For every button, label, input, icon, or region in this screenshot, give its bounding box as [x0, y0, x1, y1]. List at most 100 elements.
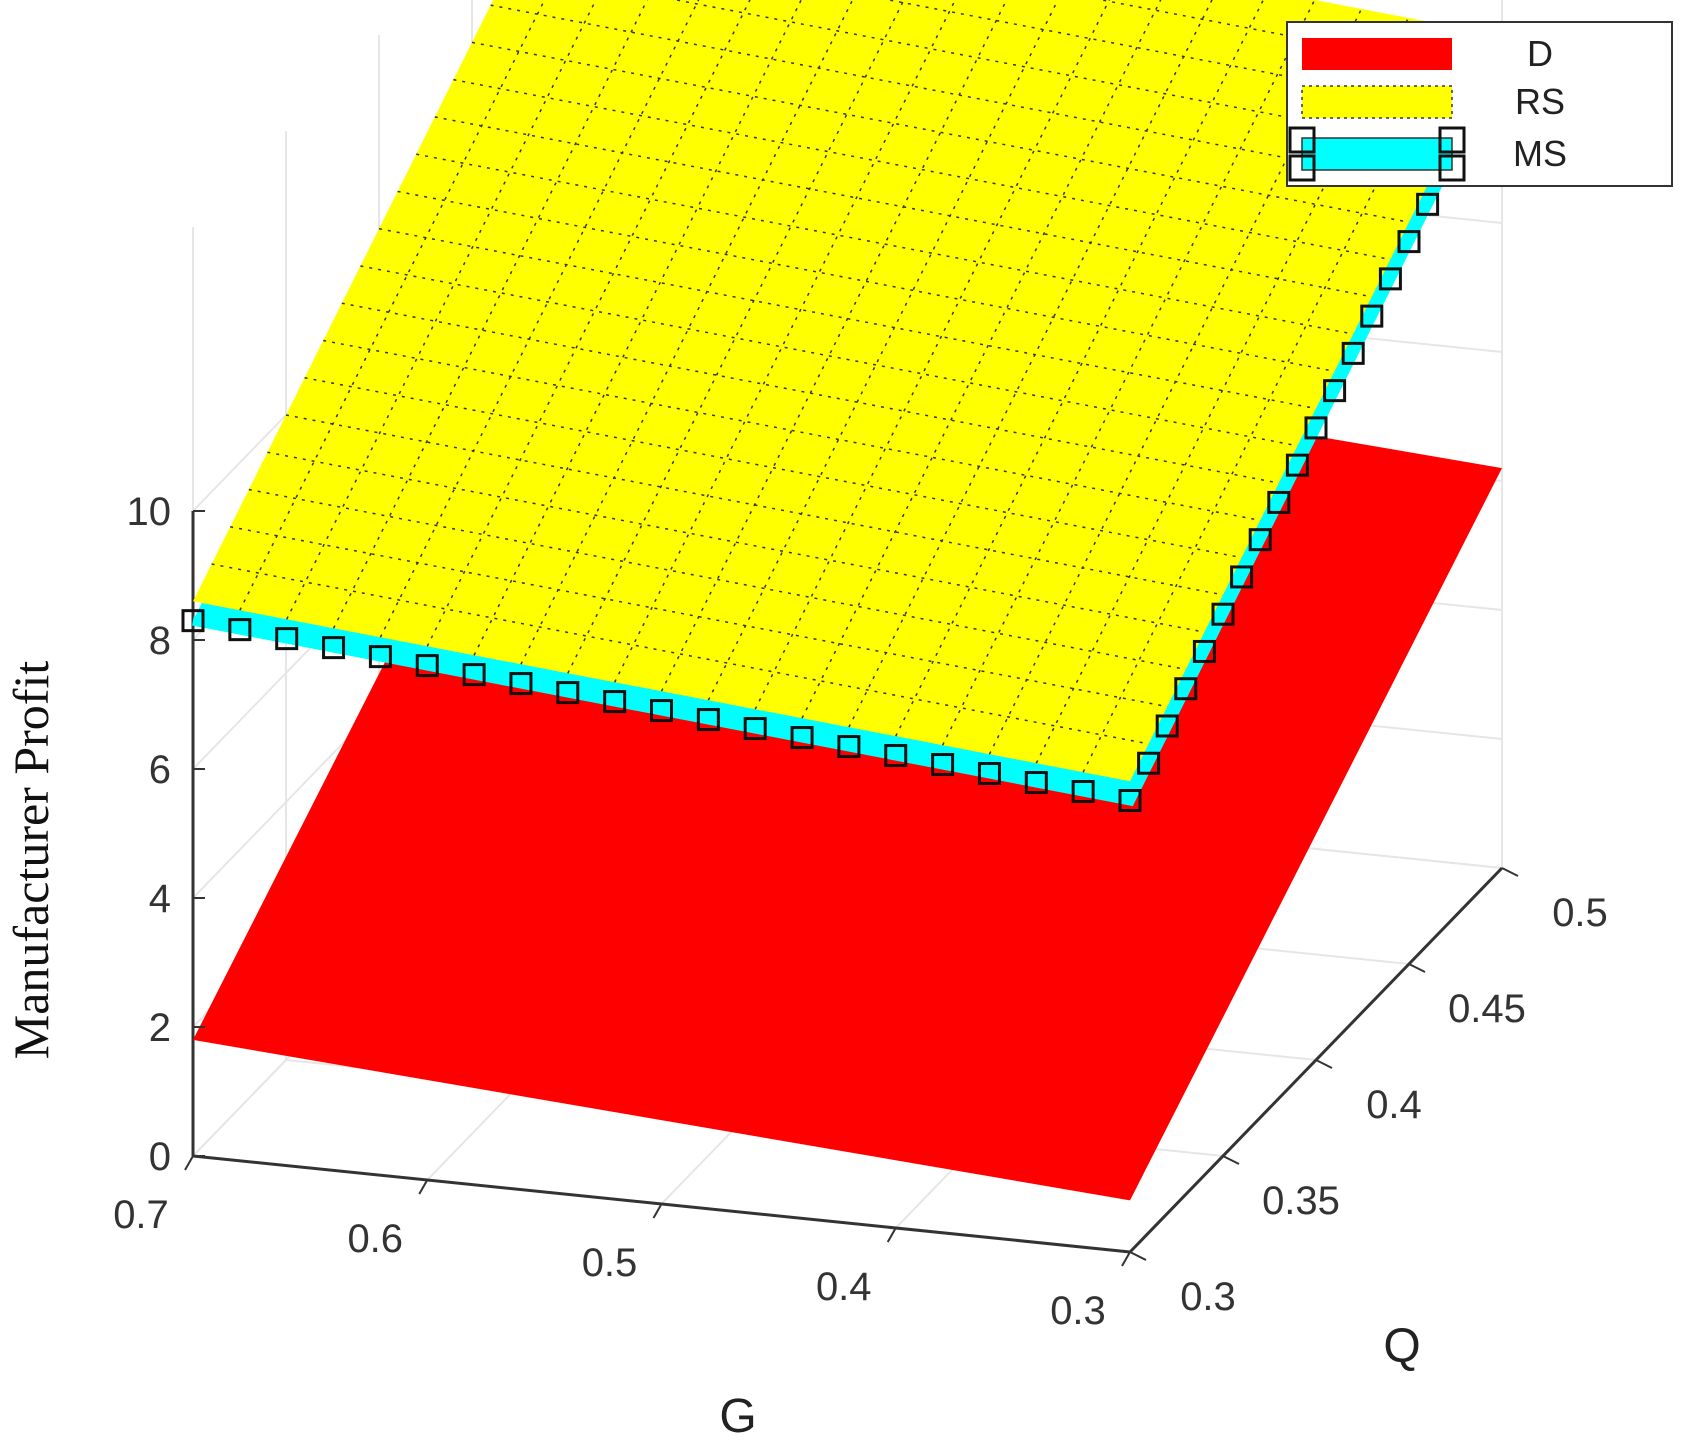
ms-marker: [696, 708, 720, 732]
legend-swatch-rs: [1301, 85, 1453, 119]
x-tick-mark: [184, 1155, 194, 1171]
legend-marker-ms-right: [1438, 126, 1466, 154]
rs-mesh-line-q: [453, 78, 1391, 261]
ms-marker: [1323, 379, 1347, 403]
ms-marker: [790, 726, 814, 750]
ms-marker: [650, 699, 673, 723]
rs-mesh-line-q: [378, 227, 1317, 410]
ms-marker: [228, 618, 252, 642]
ms-marker: [884, 744, 908, 768]
legend-swatch-d: [1302, 38, 1452, 70]
rs-mesh-line-g: [707, 0, 1059, 701]
ms-marker: [977, 762, 1001, 786]
legend-marker-ms-left-2: [1288, 154, 1316, 182]
ms-marker: [368, 645, 392, 669]
rs-mesh-line-g: [473, 0, 803, 656]
z-axis-label: Manufacturer Profit: [3, 661, 59, 1060]
ms-marker: [322, 636, 346, 660]
ms-marker: [837, 735, 861, 759]
ms-marker: [509, 672, 533, 696]
ms-edge-band: [192, 53, 1507, 807]
rs-mesh-line-q: [416, 153, 1354, 335]
y-tick-label: 0.45: [1448, 987, 1526, 1031]
rs-mesh-line-q: [267, 451, 1205, 633]
y-tick-label: 0.5: [1552, 891, 1608, 935]
ms-marker: [1024, 771, 1048, 795]
z-tick-label: 4: [149, 877, 171, 921]
ms-marker: [1378, 267, 1402, 291]
rs-mesh-line-q: [434, 116, 1372, 298]
legend-label-rs: RS: [1515, 81, 1565, 122]
ms-marker: [603, 690, 627, 714]
rs-mesh-line-g: [332, 0, 649, 629]
rs-mesh-line-q: [397, 190, 1335, 373]
ms-marker: [1304, 416, 1328, 440]
x-axis-label: G: [719, 1390, 756, 1440]
y-tick-label: 0.3: [1180, 1275, 1236, 1319]
rs-mesh-line-q: [248, 488, 1186, 671]
rs-mesh-line-g: [567, 0, 905, 674]
z-tick-label: 2: [149, 1006, 171, 1050]
rs-mesh-line-g: [613, 0, 957, 683]
rs-mesh-line-g: [848, 0, 1213, 728]
y-tick-mark: [1315, 1059, 1333, 1069]
ms-marker: [1397, 230, 1421, 254]
x-tick-mark: [418, 1179, 429, 1195]
ms-marker: [1155, 714, 1179, 738]
ms-marker: [1230, 565, 1254, 589]
ms-marker: [1071, 780, 1095, 804]
ms-marker: [556, 681, 580, 705]
rs-mesh-line-q: [490, 4, 1428, 186]
legend: D RS MS: [1286, 21, 1673, 187]
z-tick-label: 0: [149, 1135, 171, 1179]
legend-marker-ms-left: [1288, 126, 1316, 154]
rs-mesh-line-g: [895, 0, 1265, 737]
x-tick-mark: [886, 1227, 897, 1243]
x-tick-label: 0.3: [1050, 1289, 1106, 1333]
rs-mesh-line-q: [304, 377, 1242, 559]
rs-mesh-line-g: [754, 0, 1111, 710]
ms-marker: [1118, 789, 1142, 812]
rs-mesh-line-q: [211, 563, 1149, 745]
legend-marker-ms-right-2: [1438, 154, 1466, 182]
ms-marker: [1285, 453, 1309, 477]
ms-marker: [1416, 192, 1440, 216]
x-tick-mark: [652, 1203, 663, 1219]
rs-mesh-line-q: [471, 41, 1410, 223]
x-tick-label: 0.4: [816, 1265, 872, 1309]
x-tick-mark: [1121, 1251, 1131, 1267]
y-axis-label: Q: [1383, 1320, 1420, 1373]
y-tick-label: 0.4: [1366, 1083, 1422, 1127]
rs-mesh-line-q: [885, 0, 1465, 112]
y-tick-mark: [1408, 963, 1426, 973]
x-tick-label: 0.6: [347, 1217, 403, 1261]
legend-swatch-ms: [1301, 137, 1453, 171]
ms-marker: [1360, 304, 1384, 328]
ms-marker: [743, 717, 767, 741]
surface-rs: [193, 0, 1502, 782]
ms-marker: [1341, 341, 1365, 365]
ms-marker: [1248, 528, 1272, 552]
rs-mesh-line-g: [941, 0, 1316, 746]
legend-label-ms: MS: [1513, 133, 1567, 174]
x-tick-label: 0.7: [113, 1193, 169, 1237]
ms-marker: [1192, 639, 1216, 663]
rs-mesh-line-q: [360, 265, 1298, 447]
ms-marker: [1267, 490, 1291, 514]
ms-marker: [1137, 751, 1161, 775]
legend-label-d: D: [1527, 33, 1553, 74]
z-tick-label: 8: [149, 619, 171, 663]
ms-marker: [1174, 677, 1198, 701]
z-tick-label: 10: [127, 490, 172, 534]
z-tick-label: 6: [149, 748, 171, 792]
rs-mesh-line-g: [426, 0, 751, 647]
rs-mesh-line-g: [801, 0, 1162, 719]
y-tick-mark: [1222, 1155, 1240, 1165]
tick-labels: 0 2 4 6 8 10 0.3 0.4 0.5 0.6 0.7 0.3 0.35 0.4 0.45 0.5: [113, 490, 1608, 1333]
rs-mesh-line-q: [323, 339, 1261, 522]
ms-marker: [931, 753, 955, 777]
y-tick-label: 0.35: [1262, 1179, 1340, 1223]
rs-mesh-line-q: [672, 0, 1447, 149]
x-tick-label: 0.5: [582, 1241, 638, 1285]
